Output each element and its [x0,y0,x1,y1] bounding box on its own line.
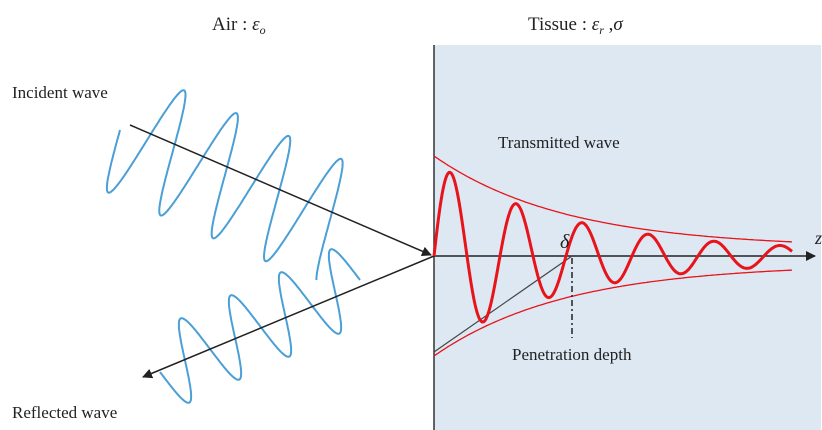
transmitted-wave-label: Transmitted wave [498,133,620,152]
envelope-upper [433,155,793,243]
reflected-ray [142,255,435,379]
incident-wave-label: Incident wave [12,83,108,102]
reflected-wave [159,248,361,404]
penetration-depth-label: Penetration depth [512,345,632,364]
tissue-label: Tissue : εr ,σ [528,14,623,37]
transmitted-wave [432,170,793,324]
reflected-wave-label: Reflected wave [12,403,117,422]
axis-end-label: z [814,228,822,248]
tissue-region [434,45,821,430]
tangent-line [433,255,573,353]
delta-symbol: δ [560,231,570,253]
air-label: Air : εo [212,14,266,37]
envelope-lower [433,269,793,357]
incident-ray [129,124,432,257]
incident-wave [105,89,344,280]
